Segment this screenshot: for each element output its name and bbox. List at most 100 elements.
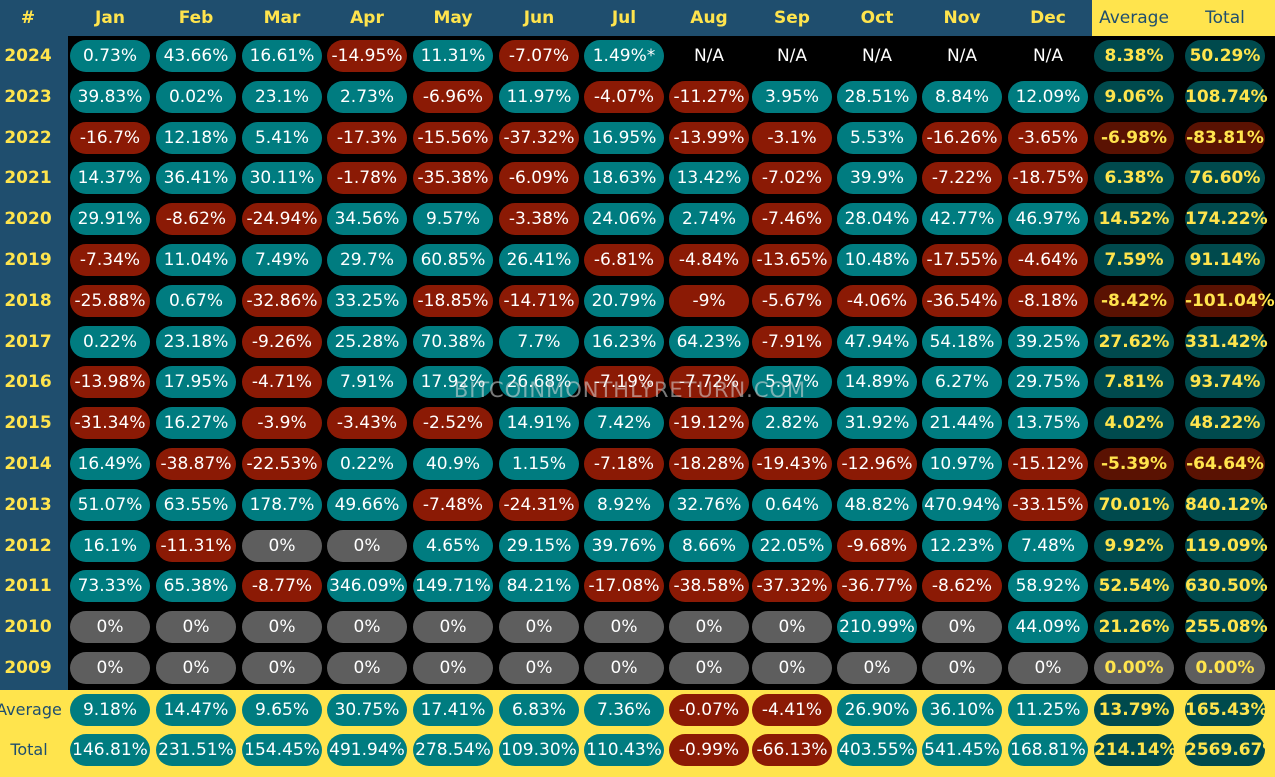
row-summary-cell: 48.22% (1185, 407, 1265, 440)
summary-cell: 403.55% (837, 734, 917, 766)
return-cell: 0.02% (156, 80, 236, 113)
return-cell: -8.18% (1008, 284, 1088, 317)
return-cell: 24.06% (584, 203, 664, 236)
return-cell: -15.12% (1008, 448, 1088, 480)
return-cell: 0.73% (70, 40, 150, 72)
column-header: Average (1099, 8, 1169, 28)
return-cell: 0% (584, 652, 664, 684)
return-cell: 58.92% (1008, 570, 1088, 603)
return-cell: 60.85% (413, 244, 493, 276)
return-cell: -13.98% (70, 366, 150, 399)
return-cell: 0% (156, 652, 236, 684)
column-header: Mar (263, 8, 301, 28)
return-cell: 14.37% (70, 162, 150, 195)
row-summary-cell: -64.64% (1185, 448, 1265, 480)
return-cell: 64.23% (669, 325, 749, 358)
row-summary-cell: 840.12% (1185, 488, 1268, 521)
return-cell: 346.09% (327, 570, 407, 603)
return-cell: 8.92% (584, 488, 664, 521)
summary-cell: 110.43% (584, 734, 664, 766)
return-cell: 12.09% (1008, 80, 1088, 113)
row-year-label: 2021 (4, 168, 52, 189)
row-summary-cell: 0.00% (1094, 652, 1174, 684)
return-cell: -17.08% (584, 570, 664, 603)
return-cell: -6.96% (413, 80, 493, 113)
return-cell: 5.97% (752, 366, 832, 399)
return-cell: -37.32% (752, 570, 832, 603)
return-cell: 0% (1008, 652, 1088, 684)
return-cell: 11.97% (499, 80, 579, 113)
return-cell: -17.55% (922, 244, 1002, 276)
return-cell: 0% (922, 611, 1002, 644)
return-cell: 0% (327, 611, 407, 644)
column-header: Oct (860, 8, 894, 28)
return-cell: 2.74% (669, 203, 749, 236)
return-cell: 21.44% (922, 407, 1002, 440)
summary-cell: 6.83% (499, 694, 579, 726)
summary-cell: -66.13% (752, 734, 832, 766)
summary-cell: 491.94% (327, 734, 407, 766)
return-cell: 0% (242, 652, 322, 684)
return-cell: 0% (70, 652, 150, 684)
row-summary-cell: -6.98% (1094, 121, 1174, 154)
summary-cell: 17.41% (413, 694, 493, 726)
return-cell: 16.95% (584, 121, 664, 154)
return-cell: N/A (861, 46, 893, 66)
return-cell: -3.43% (327, 407, 407, 440)
return-cell: 16.1% (70, 529, 150, 562)
summary-cell: 231.51% (156, 734, 236, 766)
return-cell: -15.56% (413, 121, 493, 154)
return-cell: 11.04% (156, 244, 236, 276)
return-cell: -7.48% (413, 488, 493, 521)
return-cell: 0% (752, 652, 832, 684)
summary-cell: 2569.67% (1185, 734, 1275, 766)
row-summary-cell: 174.22% (1185, 203, 1268, 236)
row-year-label: 2024 (4, 46, 52, 66)
row-summary-cell: 7.59% (1094, 244, 1174, 276)
return-cell: 0.22% (70, 325, 150, 358)
row-year-label: 2015 (4, 413, 52, 434)
return-cell: -7.72% (669, 366, 749, 399)
return-cell: -19.43% (752, 448, 832, 480)
row-summary-cell: -5.39% (1094, 448, 1174, 480)
summary-cell: 146.81% (70, 734, 150, 766)
return-cell: 30.11% (242, 162, 322, 195)
return-cell: 73.33% (70, 570, 150, 603)
return-cell: -12.96% (837, 448, 917, 480)
return-cell: 0% (922, 652, 1002, 684)
return-cell: 0% (584, 611, 664, 644)
return-cell: 29.91% (70, 203, 150, 236)
return-cell: 210.99% (837, 611, 917, 644)
return-cell: -32.86% (242, 284, 322, 317)
return-cell: -31.34% (70, 407, 150, 440)
summary-cell: 168.81% (1008, 734, 1088, 766)
return-cell: -6.81% (584, 244, 664, 276)
return-cell: 0% (327, 529, 407, 562)
row-summary-cell: 9.92% (1094, 529, 1174, 562)
return-cell: 63.55% (156, 488, 236, 521)
return-cell: 8.66% (669, 529, 749, 562)
row-summary-cell: 52.54% (1094, 570, 1174, 603)
return-cell: 6.27% (922, 366, 1002, 399)
return-cell: 14.89% (837, 366, 917, 399)
row-summary-cell: 9.06% (1094, 80, 1174, 113)
return-cell: 26.41% (499, 244, 579, 276)
return-cell: 16.23% (584, 325, 664, 358)
return-cell: 29.15% (499, 529, 579, 562)
summary-cell: 109.30% (499, 734, 579, 766)
return-cell: -9% (669, 284, 749, 317)
return-cell: -38.87% (156, 448, 236, 480)
row-summary-cell: 331.42% (1185, 325, 1268, 358)
return-cell: -7.91% (752, 325, 832, 358)
summary-cell: 165.43% (1185, 694, 1268, 726)
column-header: Jul (611, 8, 637, 28)
return-cell: -36.54% (922, 284, 1002, 317)
return-cell: 13.75% (1008, 407, 1088, 440)
return-cell: 2.73% (327, 80, 407, 113)
return-cell: 29.7% (327, 244, 407, 276)
row-summary-cell: 108.74% (1185, 80, 1268, 113)
column-header: Jun (523, 8, 555, 28)
return-cell: -13.99% (669, 121, 749, 154)
return-cell: 16.61% (242, 40, 322, 72)
row-year-label: 2016 (4, 372, 52, 393)
